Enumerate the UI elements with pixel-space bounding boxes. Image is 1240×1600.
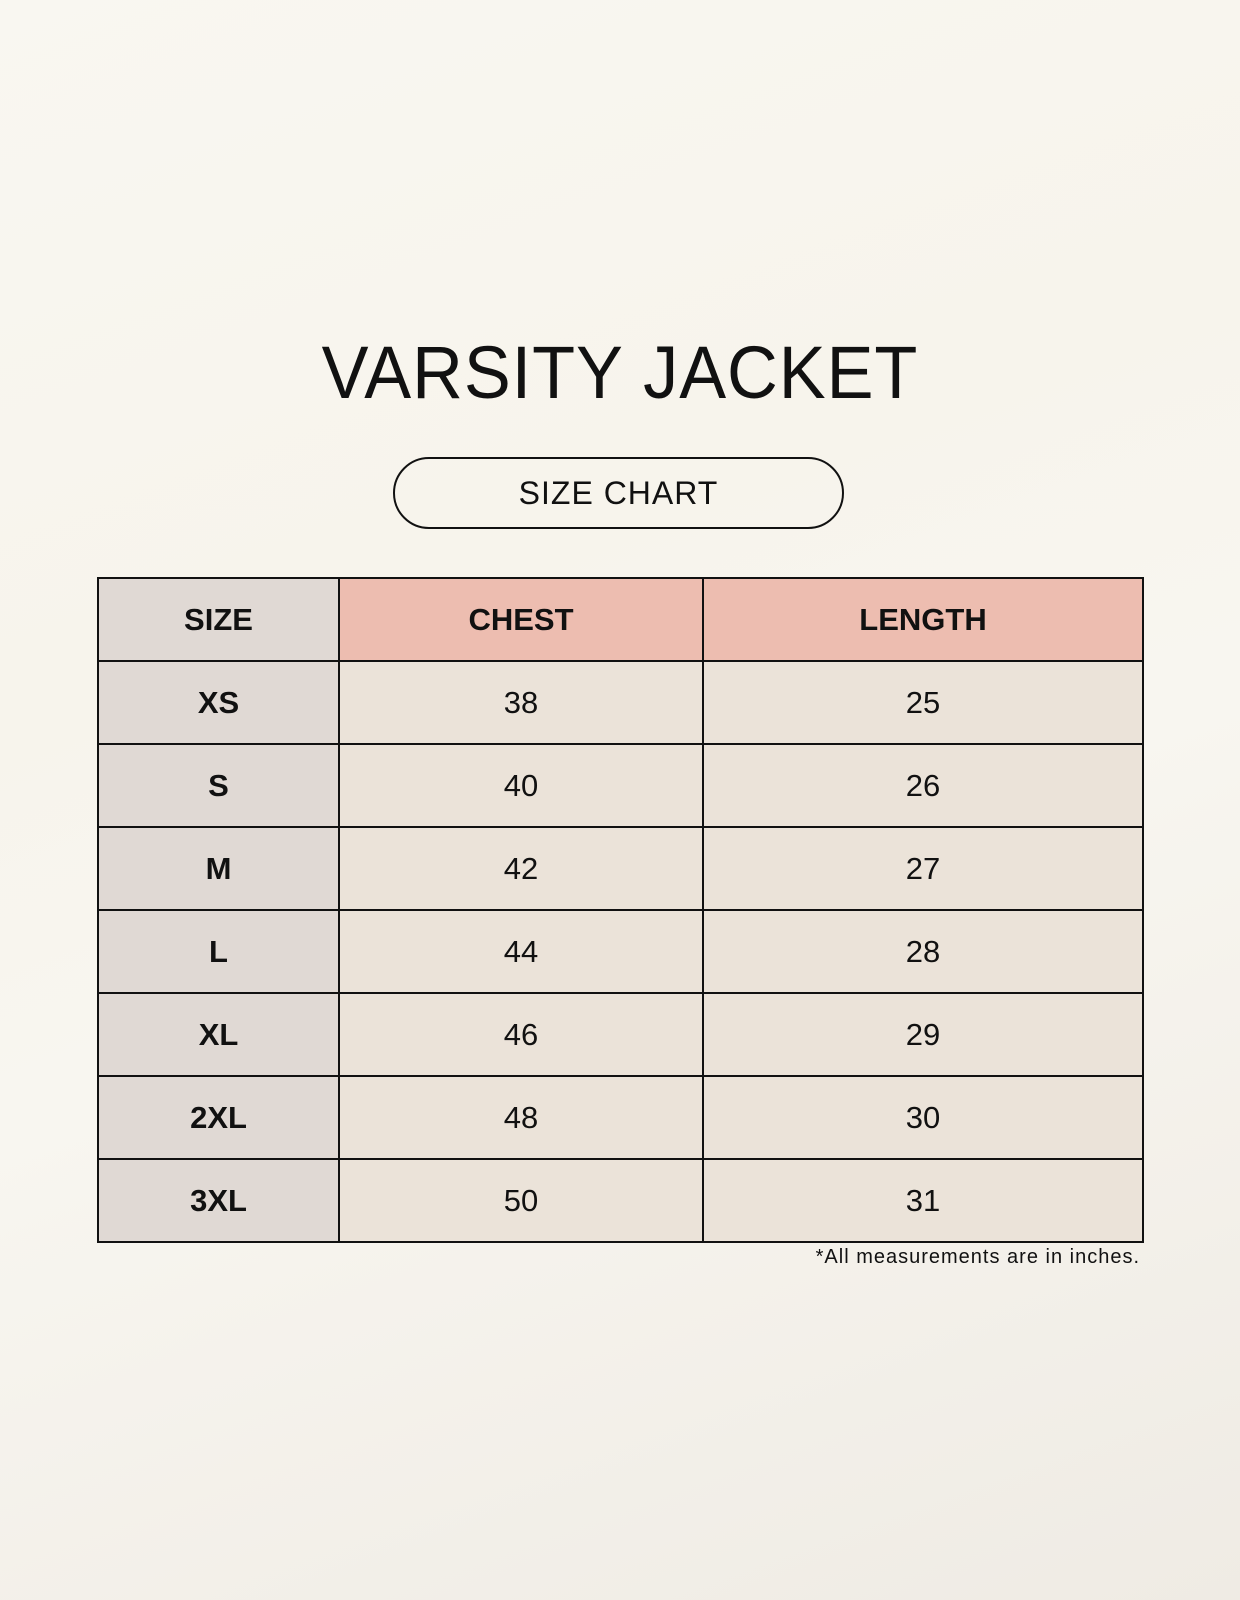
length-cell: 27 <box>701 826 1145 911</box>
length-cell: 25 <box>701 660 1145 745</box>
chest-cell: 38 <box>338 660 704 745</box>
size-cell: XS <box>96 660 341 745</box>
table-row: XS 38 25 <box>96 660 1145 745</box>
table-row: XL 46 29 <box>96 992 1145 1077</box>
length-cell: 31 <box>701 1158 1145 1243</box>
size-cell: XL <box>96 992 341 1077</box>
table-row: 3XL 50 31 <box>96 1158 1145 1243</box>
header-size: SIZE <box>96 577 341 662</box>
chest-cell: 48 <box>338 1075 704 1160</box>
table-row: S 40 26 <box>96 743 1145 828</box>
chest-cell: 40 <box>338 743 704 828</box>
chest-cell: 42 <box>338 826 704 911</box>
table-row: L 44 28 <box>96 909 1145 994</box>
chest-cell: 44 <box>338 909 704 994</box>
table-header-row: SIZE CHEST LENGTH <box>96 577 1145 662</box>
length-cell: 26 <box>701 743 1145 828</box>
header-length: LENGTH <box>701 577 1145 662</box>
size-chart-label: SIZE CHART <box>393 457 844 529</box>
length-cell: 30 <box>701 1075 1145 1160</box>
page-title: VARSITY JACKET <box>321 331 919 414</box>
footnote: *All measurements are in inches. <box>815 1246 1140 1268</box>
table-row: 2XL 48 30 <box>96 1075 1145 1160</box>
length-cell: 29 <box>701 992 1145 1077</box>
size-table: SIZE CHEST LENGTH XS 38 25 S 40 26 M 42 27 L 44 28 X… <box>96 577 1145 1243</box>
chest-cell: 46 <box>338 992 704 1077</box>
size-cell: S <box>96 743 341 828</box>
size-cell: L <box>96 909 341 994</box>
table-row: M 42 27 <box>96 826 1145 911</box>
length-cell: 28 <box>701 909 1145 994</box>
size-cell: 3XL <box>96 1158 341 1243</box>
size-cell: 2XL <box>96 1075 341 1160</box>
size-cell: M <box>96 826 341 911</box>
header-chest: CHEST <box>338 577 704 662</box>
chest-cell: 50 <box>338 1158 704 1243</box>
